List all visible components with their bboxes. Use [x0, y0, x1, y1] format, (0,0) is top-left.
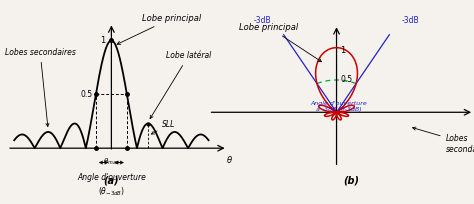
Text: Lobe latéral: Lobe latéral [150, 51, 211, 119]
Text: (a): (a) [104, 176, 119, 186]
Text: Lobes
secondaires: Lobes secondaires [413, 127, 474, 154]
Text: Lobe principal: Lobe principal [239, 23, 321, 62]
Text: -3dB: -3dB [401, 16, 419, 25]
Text: $\theta$: $\theta$ [226, 154, 233, 165]
Text: -3dB: -3dB [254, 16, 272, 25]
Text: (b): (b) [343, 176, 359, 186]
Text: Angle d'ouverture
à -3dB (θ-3dB): Angle d'ouverture à -3dB (θ-3dB) [310, 101, 367, 112]
Text: 0.5: 0.5 [80, 90, 92, 99]
Text: $(\theta_{-3dB})$: $(\theta_{-3dB})$ [98, 186, 125, 198]
Text: $\theta_{max}$: $\theta_{max}$ [103, 157, 120, 167]
Text: SLL: SLL [151, 120, 176, 134]
Text: 0.5: 0.5 [340, 75, 352, 84]
Text: Lobes secondaires: Lobes secondaires [5, 48, 76, 126]
Text: 1: 1 [100, 36, 105, 45]
Text: Lobe principal: Lobe principal [117, 14, 201, 44]
Text: 1: 1 [340, 46, 346, 55]
Text: Angle d'ouverture: Angle d'ouverture [77, 173, 146, 182]
